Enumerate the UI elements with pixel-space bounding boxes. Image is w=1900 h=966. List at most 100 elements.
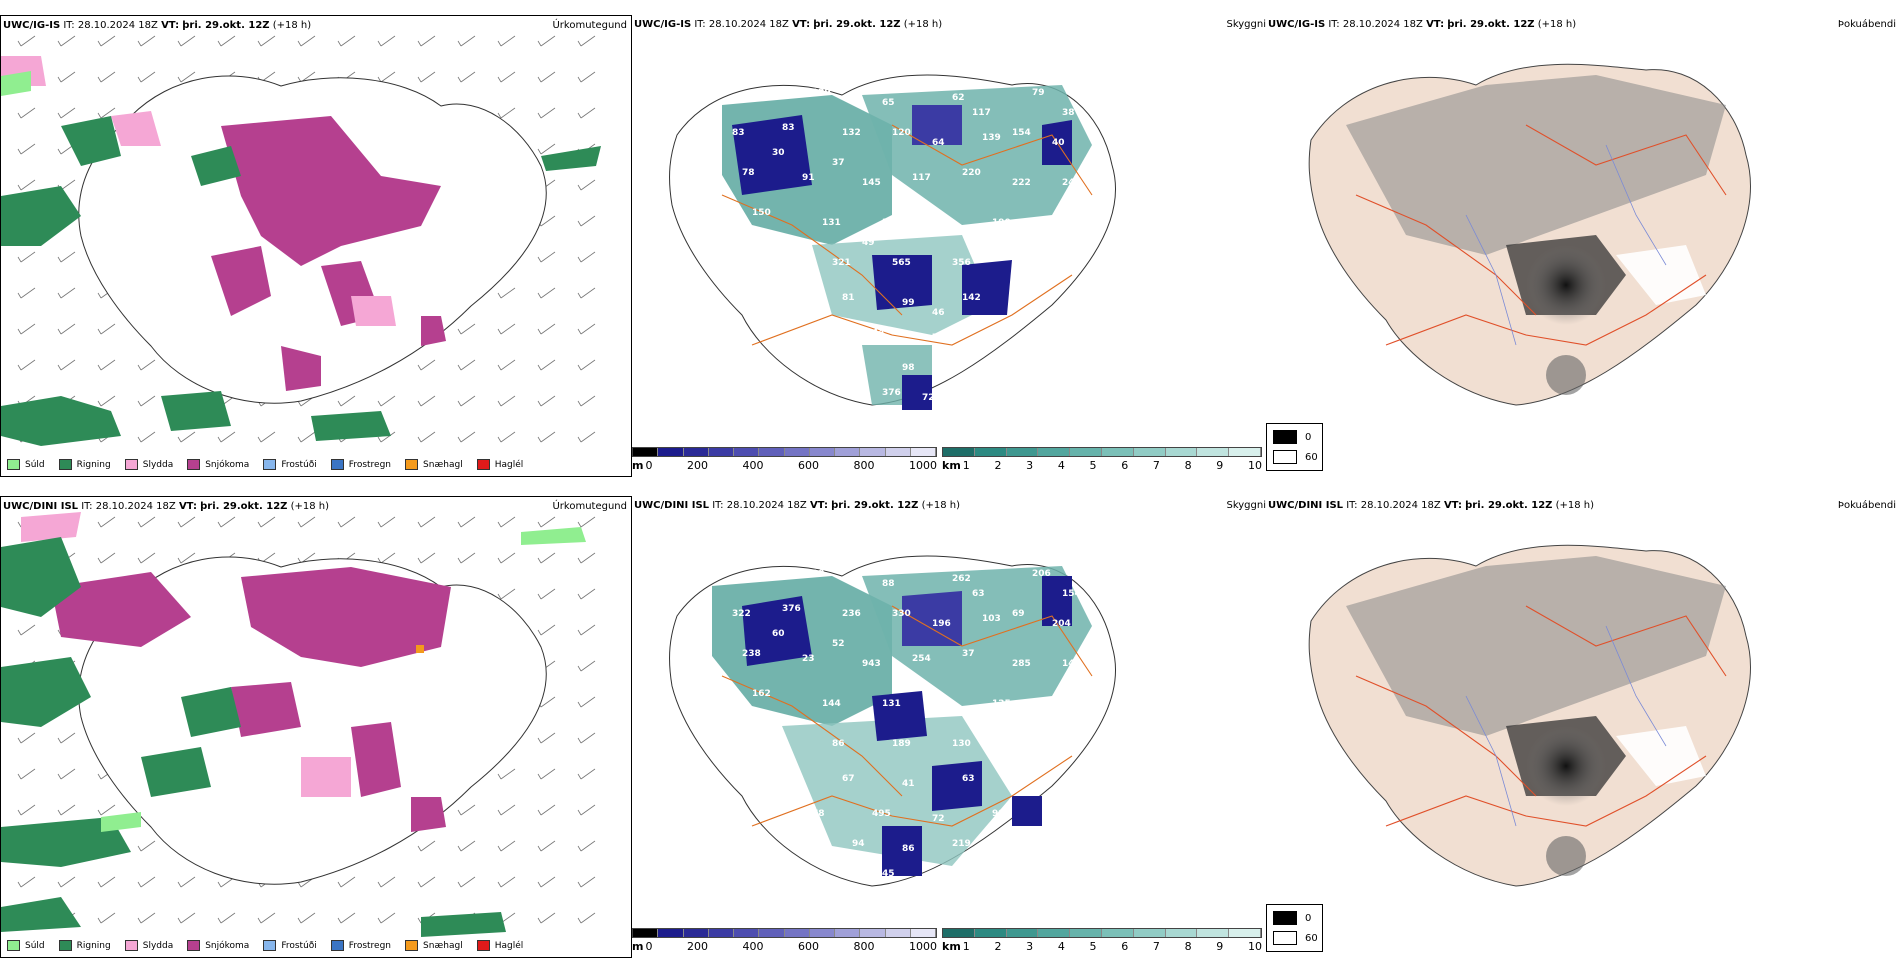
- wind-barb: [577, 215, 596, 227]
- legend-item: Snjókoma: [187, 940, 249, 951]
- wind-barb: [457, 876, 476, 888]
- wind-barb: [377, 516, 396, 528]
- cloud-base-value: 38: [1062, 108, 1075, 118]
- wind-barb: [577, 516, 596, 528]
- wind-barb: [497, 431, 516, 443]
- model-name: UWC/DINI ISL: [634, 500, 710, 511]
- wind-barb: [577, 588, 596, 600]
- road-network: [721, 605, 1093, 827]
- cloud-base-value: 285: [1012, 659, 1031, 669]
- legend-label: Slydda: [142, 940, 174, 951]
- wind-barb: [417, 359, 436, 371]
- tick-label: 400: [742, 940, 764, 953]
- tick-label: 8: [1184, 459, 1192, 472]
- cloud-base-value: 78: [812, 809, 825, 819]
- legend-swatch: [476, 459, 490, 470]
- wind-barb: [497, 588, 516, 600]
- model-name: UWC/IG-IS: [634, 19, 692, 30]
- cloud-base-value: 322: [732, 609, 751, 619]
- cloud-base-value: 196: [932, 619, 951, 629]
- tick-label: 1000: [908, 459, 937, 472]
- tick-label: 800: [853, 459, 875, 472]
- cloud-base-value: 60: [772, 629, 785, 639]
- cloud-base-value: 99: [812, 569, 825, 579]
- cloud-base-value: 47: [792, 789, 805, 799]
- wind-barb: [457, 431, 476, 443]
- legend-item: Snæhagl: [405, 459, 463, 470]
- wind-barb: [537, 840, 556, 852]
- cloud-base-value: 162: [752, 689, 771, 699]
- wind-barb: [577, 431, 596, 443]
- legend-item: Frostúði: [263, 940, 317, 951]
- wind-barb: [137, 876, 156, 888]
- wind-barb: [17, 143, 36, 155]
- wind-barb: [457, 71, 476, 83]
- cloud-base-value: 145: [862, 178, 881, 188]
- cloud-base-value: 128: [982, 248, 1001, 258]
- cloud-base-value: 74: [932, 333, 945, 343]
- road-network: [721, 124, 1093, 346]
- wind-barb: [537, 251, 556, 263]
- precip-type-legend: Súld Rigning Slydda Snjókoma Frostúði Fr…: [7, 940, 523, 951]
- wind-barb: [497, 323, 516, 335]
- fog-legend-row: 60: [1273, 931, 1322, 945]
- fog-swatch: [1273, 911, 1297, 925]
- fog-legend-row: 0: [1273, 911, 1322, 925]
- fog-swatch: [1273, 450, 1297, 464]
- wind-barb: [537, 71, 556, 83]
- wind-barb: [417, 431, 436, 443]
- wind-barb: [377, 395, 396, 407]
- wind-barb: [577, 107, 596, 119]
- vt-value: þri. 29.okt. 12Z: [813, 19, 901, 30]
- it-label: IT:: [63, 20, 75, 31]
- wind-barb: [537, 588, 556, 600]
- cloud-base-value: 338: [762, 729, 781, 739]
- cloud-base-value: 154: [1062, 589, 1081, 599]
- wind-barb: [257, 35, 276, 47]
- visibility-scale-ticks: km 1 2 3 4 5 6 7 8 9 10: [942, 940, 1262, 953]
- precip-type-legend: Súld Rigning Slydda Snjókoma Frostúði Fr…: [7, 459, 523, 470]
- wind-barb: [577, 552, 596, 564]
- cloud-base-value: 142: [1062, 659, 1081, 669]
- it-value: 28.10.2024 18Z: [1342, 19, 1423, 30]
- tick-label: 4: [1057, 459, 1065, 472]
- cloud-base-value: 117: [972, 108, 991, 118]
- wind-barb: [537, 143, 556, 155]
- cloud-base-value: 91: [802, 173, 815, 183]
- legend-swatch: [263, 459, 277, 470]
- wind-barb: [457, 395, 476, 407]
- it-label: IT:: [81, 501, 93, 512]
- cloud-base-value: 52: [832, 639, 845, 649]
- wind-barb: [497, 804, 516, 816]
- cloud-base-value: 99: [992, 809, 1005, 819]
- cloud-base-value: 116: [782, 288, 801, 298]
- wind-barb: [577, 395, 596, 407]
- vt-label: VT:: [161, 20, 180, 31]
- fog-index-panel-ig: UWC/IG-IS IT: 28.10.2024 18Z VT: þri. 29…: [1266, 15, 1900, 485]
- wind-barb: [537, 552, 556, 564]
- cloud-base-value: 52: [752, 78, 765, 88]
- it-value: 28.10.2024 18Z: [77, 20, 158, 31]
- vt-value: þri. 29.okt. 12Z: [182, 20, 270, 31]
- cloud-base-value: 154: [1012, 128, 1031, 138]
- wind-barb: [137, 395, 156, 407]
- cloud-base-value: 104: [932, 223, 951, 233]
- legend-label: Frostregn: [348, 940, 392, 951]
- tick-label: 8: [1184, 940, 1192, 953]
- fog-legend: 0 60: [1266, 423, 1323, 471]
- wind-barb: [217, 912, 236, 924]
- vt-label: VT:: [1426, 19, 1445, 30]
- tick-label: 200: [686, 940, 708, 953]
- cloud-scale-unit: m: [632, 940, 644, 953]
- wind-barb: [57, 35, 76, 47]
- cloud-base-value: 65: [882, 98, 895, 108]
- wind-barb: [537, 395, 556, 407]
- precip-type-label: Úrkomutegund: [552, 20, 627, 31]
- wind-barb: [577, 660, 596, 672]
- wind-barb: [17, 251, 36, 263]
- wind-barb: [17, 768, 36, 780]
- cloud-base-value: 111: [1012, 734, 1031, 744]
- wind-barb: [577, 251, 596, 263]
- wind-barb: [137, 912, 156, 924]
